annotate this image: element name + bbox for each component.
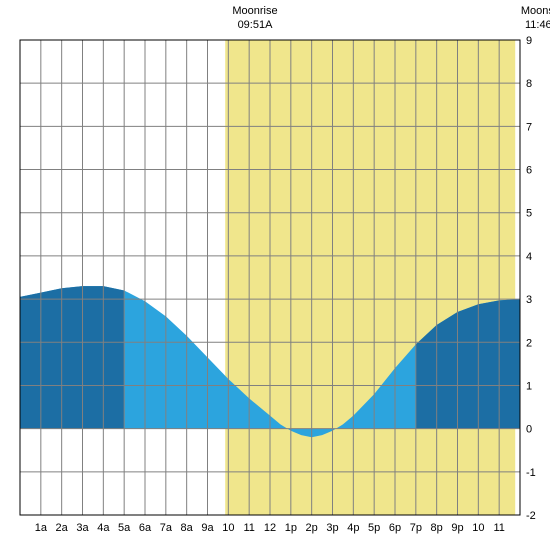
x-tick-label: 6p — [389, 522, 401, 534]
moonrise-time: 09:51A — [238, 19, 274, 31]
x-tick-label: 7a — [160, 522, 173, 534]
x-tick-label: 3p — [326, 522, 338, 534]
y-tick-label: 7 — [526, 121, 532, 133]
x-tick-label: 12 — [264, 522, 276, 534]
x-tick-label: 7p — [410, 522, 422, 534]
x-tick-label: 5p — [368, 522, 380, 534]
y-tick-label: 4 — [526, 251, 532, 263]
x-tick-label: 1p — [285, 522, 297, 534]
y-tick-label: 5 — [526, 208, 532, 220]
x-tick-label: 3a — [76, 522, 89, 534]
y-tick-label: 1 — [526, 380, 532, 392]
x-tick-label: 9p — [451, 522, 463, 534]
x-tick-label: 4a — [97, 522, 110, 534]
y-tick-label: 9 — [526, 35, 532, 47]
moonrise-label: Moonrise — [232, 5, 277, 17]
chart-svg: Moonrise 09:51A Moonset 11:46P 1a 2a 3a 4a 5a 6a 7… — [0, 0, 550, 550]
x-tick-label: 1a — [35, 522, 48, 534]
tide-chart: Moonrise 09:51A Moonset 11:46P 1a 2a 3a 4a 5a 6a 7… — [0, 0, 550, 550]
y-tick-label: 2 — [526, 337, 532, 349]
x-tick-label: 5a — [118, 522, 131, 534]
moonset-label: Moonset — [521, 5, 550, 17]
x-tick-label: 9a — [201, 522, 214, 534]
x-tick-label: 2p — [306, 522, 318, 534]
x-tick-label: 10 — [472, 522, 484, 534]
y-tick-label: 8 — [526, 78, 532, 90]
y-tick-label: -2 — [526, 510, 536, 522]
x-tick-label: 10 — [222, 522, 234, 534]
y-tick-label: 6 — [526, 165, 532, 177]
x-tick-label: 4p — [347, 522, 359, 534]
x-tick-label: 8a — [181, 522, 194, 534]
y-tick-label: 3 — [526, 294, 532, 306]
y-tick-label: -1 — [526, 467, 536, 479]
y-tick-label: 0 — [526, 424, 532, 436]
x-tick-label: 8p — [431, 522, 443, 534]
moonset-time: 11:46P — [525, 19, 550, 31]
x-tick-label: 2a — [56, 522, 69, 534]
x-tick-label: 11 — [493, 522, 504, 534]
x-tick-label: 6a — [139, 522, 152, 534]
x-tick-label: 11 — [243, 522, 254, 534]
